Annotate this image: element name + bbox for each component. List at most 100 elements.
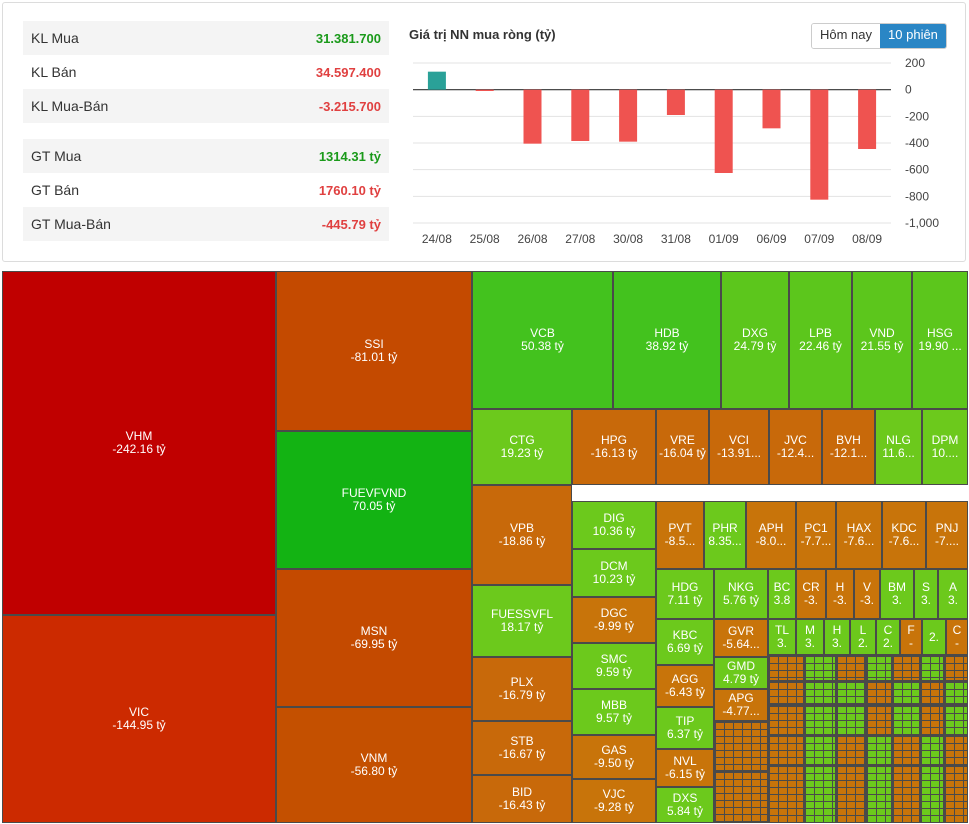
treemap-tile-small[interactable] <box>944 765 968 823</box>
treemap-tile-small[interactable] <box>768 705 804 735</box>
treemap-tile[interactable]: HSG 19.90 ... <box>912 271 968 409</box>
treemap-tile[interactable]: BVH -12.1... <box>822 409 875 485</box>
treemap-tile[interactable]: NKG 5.76 tỷ <box>714 569 768 619</box>
treemap-tile[interactable]: DGC -9.99 tỷ <box>572 597 656 643</box>
treemap-tile-small[interactable] <box>920 735 944 765</box>
treemap-tile[interactable]: F- <box>900 619 922 655</box>
treemap-tile[interactable]: APH -8.0... <box>746 501 796 569</box>
bar[interactable] <box>571 89 590 141</box>
treemap-tile[interactable]: VND 21.55 tỷ <box>852 271 912 409</box>
treemap-tile-small[interactable] <box>892 681 920 705</box>
treemap-tile-small[interactable] <box>804 681 836 705</box>
treemap-tile-small[interactable] <box>768 655 804 681</box>
treemap-tile[interactable]: H 3. <box>824 619 850 655</box>
treemap-tile-small[interactable] <box>714 721 768 771</box>
treemap-tile[interactable]: PNJ -7.... <box>926 501 968 569</box>
treemap-tile-small[interactable] <box>768 735 804 765</box>
bar[interactable] <box>714 89 733 173</box>
treemap-tile[interactable]: BID -16.43 tỷ <box>472 775 572 823</box>
bar[interactable] <box>858 89 877 149</box>
treemap-tile[interactable]: L 2. <box>850 619 876 655</box>
treemap-tile[interactable]: APG -4.77... <box>714 689 768 721</box>
treemap-tile[interactable]: C 2. <box>876 619 900 655</box>
treemap-tile-small[interactable] <box>836 765 866 823</box>
treemap-tile-small[interactable] <box>768 765 804 823</box>
treemap-tile[interactable]: 2. <box>922 619 946 655</box>
treemap-tile[interactable]: VIC -144.95 tỷ <box>2 615 276 823</box>
treemap-tile[interactable]: DIG 10.36 tỷ <box>572 501 656 549</box>
bar[interactable] <box>523 89 542 144</box>
bar[interactable] <box>475 89 494 91</box>
treemap-tile[interactable]: AGG -6.43 tỷ <box>656 665 714 707</box>
treemap-tile[interactable]: PLX -16.79 tỷ <box>472 657 572 721</box>
treemap-tile[interactable]: HPG -16.13 tỷ <box>572 409 656 485</box>
bar[interactable] <box>762 89 781 129</box>
treemap-tile[interactable]: PHR 8.35... <box>704 501 746 569</box>
treemap-tile-small[interactable] <box>892 765 920 823</box>
treemap-tile-small[interactable] <box>944 735 968 765</box>
treemap-tile-small[interactable] <box>944 655 968 681</box>
treemap-tile-small[interactable] <box>892 735 920 765</box>
treemap-tile-small[interactable] <box>920 765 944 823</box>
treemap-tile[interactable]: DCM 10.23 tỷ <box>572 549 656 597</box>
treemap-tile[interactable]: FUESSVFL 18.17 tỷ <box>472 585 572 657</box>
treemap-tile[interactable]: PC1 -7.7... <box>796 501 836 569</box>
treemap-tile[interactable]: VJC -9.28 tỷ <box>572 779 656 823</box>
treemap-tile[interactable]: KBC 6.69 tỷ <box>656 619 714 665</box>
treemap-tile[interactable]: KDC -7.6... <box>882 501 926 569</box>
treemap-tile[interactable]: STB -16.67 tỷ <box>472 721 572 775</box>
bar[interactable] <box>427 71 446 90</box>
treemap-tile[interactable]: DXG 24.79 tỷ <box>721 271 789 409</box>
treemap-tile[interactable]: SMC 9.59 tỷ <box>572 643 656 689</box>
treemap-tile-small[interactable] <box>944 705 968 735</box>
treemap-tile-small[interactable] <box>836 681 866 705</box>
treemap-tile-small[interactable] <box>836 655 866 681</box>
treemap-tile[interactable]: S 3. <box>914 569 938 619</box>
treemap-tile[interactable]: GMD 4.79 tỷ <box>714 657 768 689</box>
treemap-tile[interactable]: NLG 11.6... <box>875 409 922 485</box>
treemap-tile[interactable]: NVL -6.15 tỷ <box>656 749 714 787</box>
treemap-tile-small[interactable] <box>866 765 892 823</box>
treemap-tile-small[interactable] <box>866 681 892 705</box>
treemap-tile-small[interactable] <box>804 705 836 735</box>
treemap-tile-small[interactable] <box>892 655 920 681</box>
ten-sessions-button[interactable]: 10 phiên <box>880 24 946 48</box>
treemap-tile[interactable]: M 3. <box>796 619 824 655</box>
treemap-tile[interactable]: HDG 7.11 tỷ <box>656 569 714 619</box>
treemap-tile-small[interactable] <box>920 705 944 735</box>
treemap-tile[interactable]: DPM 10.... <box>922 409 968 485</box>
treemap-tile-small[interactable] <box>920 655 944 681</box>
treemap-tile[interactable]: LPB 22.46 tỷ <box>789 271 852 409</box>
treemap-tile[interactable]: V -3. <box>854 569 880 619</box>
bar[interactable] <box>619 89 638 142</box>
treemap-tile[interactable]: TIP 6.37 tỷ <box>656 707 714 749</box>
treemap-tile[interactable]: TL 3. <box>768 619 796 655</box>
treemap-tile-small[interactable] <box>804 735 836 765</box>
treemap-tile[interactable]: HDB 38.92 tỷ <box>613 271 721 409</box>
treemap-tile[interactable]: H -3. <box>826 569 854 619</box>
treemap-tile-small[interactable] <box>768 681 804 705</box>
treemap-tile-small[interactable] <box>866 655 892 681</box>
treemap-tile[interactable]: A 3. <box>938 569 968 619</box>
treemap-tile[interactable]: VRE -16.04 tỷ <box>656 409 709 485</box>
today-button[interactable]: Hôm nay <box>812 24 881 48</box>
treemap-tile[interactable]: SSI -81.01 tỷ <box>276 271 472 431</box>
treemap-tile[interactable]: VCB 50.38 tỷ <box>472 271 613 409</box>
treemap-tile[interactable]: JVC -12.4... <box>769 409 822 485</box>
bar[interactable] <box>666 89 685 115</box>
treemap-tile-small[interactable] <box>866 735 892 765</box>
treemap-tile[interactable]: BM 3. <box>880 569 914 619</box>
treemap-tile[interactable]: MSN -69.95 tỷ <box>276 569 472 707</box>
treemap-tile[interactable]: BC 3.8 <box>768 569 796 619</box>
treemap-tile-small[interactable] <box>836 735 866 765</box>
treemap-tile[interactable]: PVT -8.5... <box>656 501 704 569</box>
treemap-tile-small[interactable] <box>804 765 836 823</box>
treemap-tile[interactable]: C- <box>946 619 968 655</box>
treemap-tile[interactable]: VPB -18.86 tỷ <box>472 485 572 585</box>
bar[interactable] <box>810 89 829 200</box>
treemap-tile[interactable]: CR -3. <box>796 569 826 619</box>
treemap-tile[interactable]: VHM -242.16 tỷ <box>2 271 276 615</box>
treemap-tile-small[interactable] <box>836 705 866 735</box>
treemap-tile[interactable]: HAX -7.6... <box>836 501 882 569</box>
treemap-tile-small[interactable] <box>920 681 944 705</box>
